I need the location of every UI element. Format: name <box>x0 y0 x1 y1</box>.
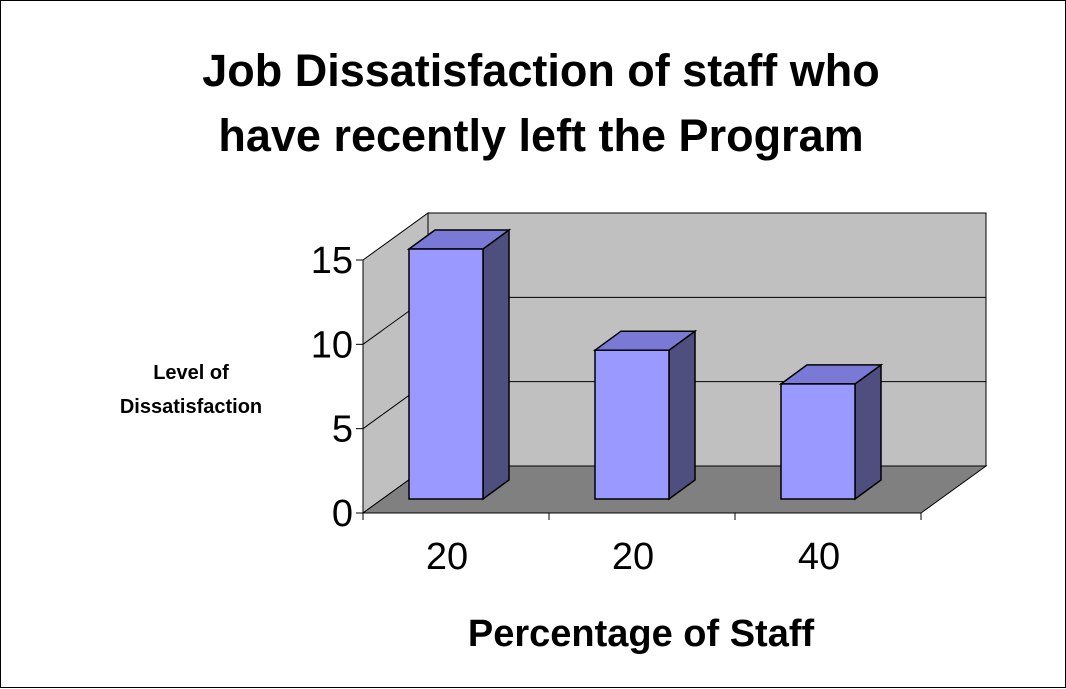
bar-2-front <box>780 383 856 500</box>
x-tick-label-0: 20 <box>426 536 468 578</box>
bar-1 <box>592 329 698 501</box>
tick-labels: 0 5 10 15 20 20 40 <box>311 240 840 578</box>
chart-title-line-2: have recently left the Program <box>218 110 863 161</box>
y-axis-label-line-2: Dissatisfaction <box>120 396 262 418</box>
y-tick-label-1: 5 <box>332 409 353 451</box>
x-tick-label-2: 40 <box>798 536 840 578</box>
bars <box>406 228 884 501</box>
y-tick-label-2: 10 <box>311 324 353 366</box>
axes <box>356 259 922 520</box>
bar-1-side <box>668 329 696 501</box>
bar-0-front <box>408 248 484 500</box>
y-tick-label-0: 0 <box>332 493 353 535</box>
y-tick-label-3: 15 <box>311 240 353 282</box>
x-tick-label-1: 20 <box>612 536 654 578</box>
bar-2-side <box>854 363 882 501</box>
bar-1-front <box>594 349 670 500</box>
bar-0-side <box>482 228 510 501</box>
y-axis-label-line-1: Level of <box>153 362 229 384</box>
x-axis-label: Percentage of Staff <box>468 613 815 655</box>
back-wall <box>427 212 987 467</box>
bar-2 <box>778 363 884 501</box>
bar-0 <box>406 228 512 501</box>
chart-title-line-1: Job Dissatisfaction of staff who <box>202 45 880 96</box>
